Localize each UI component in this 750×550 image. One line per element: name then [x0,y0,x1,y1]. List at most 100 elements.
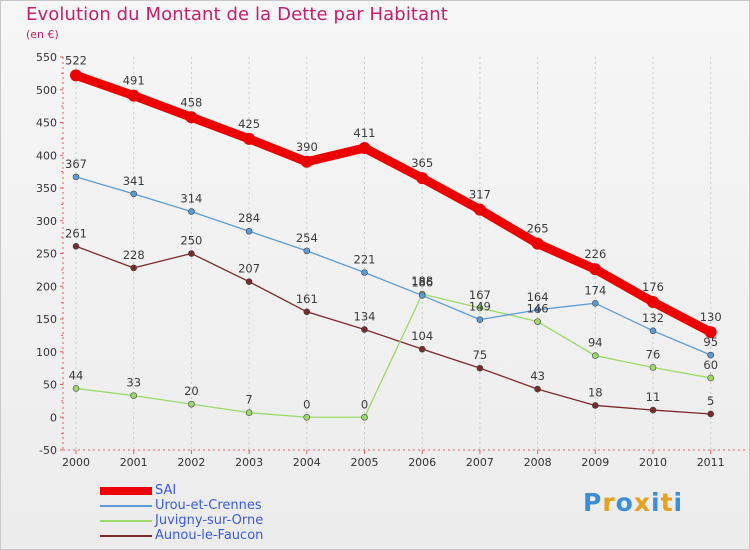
data-point [707,410,715,418]
data-point [416,172,429,185]
data-label: 317 [469,188,491,202]
data-point [649,406,657,414]
data-label: 491 [123,74,145,88]
x-tick-label: 2004 [293,456,321,469]
data-point [361,269,368,276]
data-label: 7 [245,393,252,407]
data-label: 44 [69,368,84,382]
data-point [130,392,137,399]
data-label: 161 [296,292,318,306]
x-tick-label: 2010 [639,456,667,469]
data-point [707,374,715,382]
unit-label: (en €) [26,28,59,41]
data-point [361,326,368,333]
legend-swatch [100,535,152,537]
data-label: 75 [473,348,488,362]
data-point [130,190,137,198]
legend-swatch [100,520,152,522]
x-tick-label: 2008 [524,456,552,469]
legend-label: Urou-et-Crennes [155,498,262,513]
legend-item: SAI [100,483,340,498]
data-point [649,364,657,371]
chart-title: Evolution du Montant de la Dette par Hab… [26,4,448,25]
legend-label: Juvigny-sur-Orne [155,513,264,528]
data-point [303,247,311,255]
x-tick-label: 2011 [697,456,725,469]
data-label: 76 [646,347,661,361]
y-tick-label: 550 [36,51,57,64]
data-label: 60 [703,358,718,372]
data-point [188,208,195,215]
data-label: 250 [180,234,202,248]
legend-item: Juvigny-sur-Orne [100,513,340,528]
logo-letter: o [615,488,634,517]
legend-label: Aunou-le-Faucon [155,528,264,543]
data-point [188,250,195,257]
y-tick-label: 300 [36,215,57,228]
data-point [243,132,256,145]
data-point [534,385,541,393]
data-point [70,69,82,82]
data-point [649,327,657,335]
data-point [127,89,140,102]
data-label: 314 [180,192,202,206]
data-label: 134 [354,309,376,323]
data-label: 265 [527,222,549,236]
y-tick-label: 100 [36,346,57,359]
data-label: 33 [126,376,141,390]
x-tick-label: 2006 [408,456,436,469]
data-label: 458 [180,95,202,109]
y-tick-label: 500 [36,84,57,97]
data-label: 367 [65,157,87,171]
data-label: 176 [642,280,664,294]
logo-letter: i [673,488,684,517]
legend-swatch [100,487,152,495]
series-line [71,70,716,337]
data-label: 130 [700,310,722,324]
x-tick-label: 2001 [120,456,148,469]
data-label: 164 [527,290,549,304]
data-label: 411 [354,126,376,140]
y-tick-label: -50 [39,444,57,457]
data-label: 365 [411,156,433,170]
data-label: 43 [530,369,545,383]
data-label: 95 [703,335,718,349]
legend-swatch [100,505,152,507]
data-point [245,409,253,416]
data-label: 341 [123,174,145,188]
legend-item: Urou-et-Crennes [100,498,340,513]
legend-label: SAI [155,483,177,498]
x-tick-label: 2003 [235,456,263,469]
grid [75,57,712,450]
y-tick-label: 200 [36,280,57,293]
data-label: 132 [642,311,664,325]
y-tick-label: 50 [43,379,57,392]
data-point [358,142,371,155]
data-label: 174 [584,283,606,297]
y-tick-label: 350 [36,182,57,195]
data-label: 228 [123,248,145,262]
series-line [75,245,712,415]
data-label: 5 [707,394,714,408]
data-point [707,351,715,359]
axes: -500501001502002503003504004505005502000… [36,51,748,469]
logo-letter: x [633,488,651,517]
data-point [418,292,426,299]
data-label: 425 [238,117,260,131]
data-label: 226 [584,247,606,261]
data-label: 254 [296,231,318,245]
data-point [303,308,311,316]
data-point [300,155,313,168]
data-point [531,237,544,250]
data-point [303,413,311,421]
data-point [245,278,253,285]
series-lines [70,69,717,421]
data-point [418,345,426,353]
data-label: 0 [303,397,310,411]
y-tick-label: 400 [36,149,57,162]
data-label: 167 [469,288,491,302]
data-point [72,242,80,250]
data-point [534,318,541,325]
data-point [476,316,484,323]
